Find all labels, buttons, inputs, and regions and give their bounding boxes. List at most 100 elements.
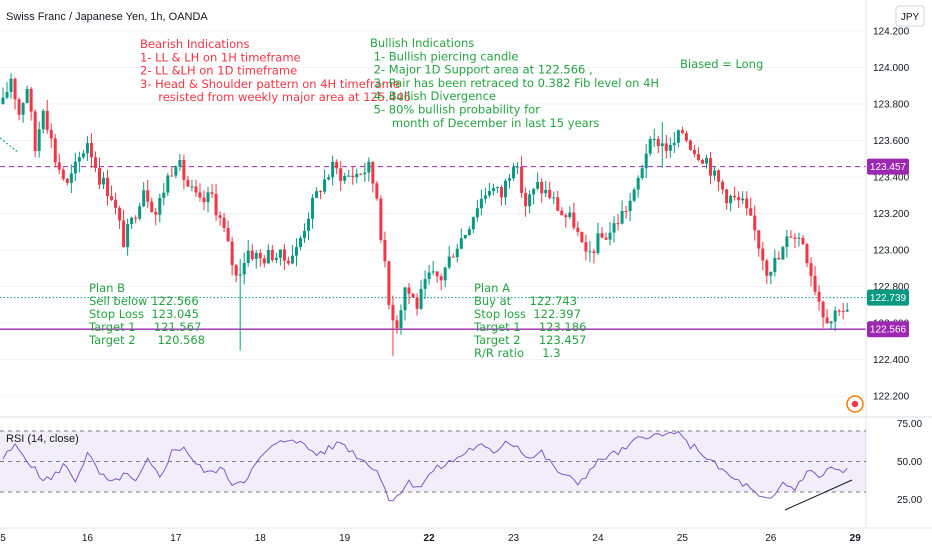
price-tag-label: 123.457 — [870, 162, 907, 173]
candle-body — [769, 272, 773, 276]
candle-body — [134, 217, 138, 219]
rsi-tick-label: 75.00 — [897, 419, 922, 430]
candle-body — [407, 287, 411, 294]
candle-body — [491, 188, 495, 192]
price-tick-label: 123.800 — [873, 100, 910, 111]
candle-body — [568, 212, 572, 218]
candle-body — [41, 110, 45, 130]
note-line: R/R ratio 1.3 — [474, 346, 561, 360]
time-tick-label: 5 — [0, 533, 6, 544]
horizontal-lines — [0, 166, 866, 330]
candle-body — [286, 260, 290, 264]
candle-body — [85, 143, 89, 154]
time-tick-label: 23 — [508, 533, 520, 544]
candle-body — [254, 252, 258, 260]
note-line: 4- Bullish Divergence — [370, 89, 496, 103]
candle-body — [636, 178, 640, 190]
candle-body — [560, 210, 564, 216]
candle-body — [45, 110, 49, 130]
candle-body — [65, 178, 69, 183]
rsi-tick-label: 25.00 — [897, 495, 922, 506]
candle-body — [126, 224, 130, 248]
candle-body — [274, 257, 278, 261]
candle-body — [580, 231, 584, 243]
candle-body — [411, 293, 415, 298]
candle-body — [512, 166, 516, 179]
candle-body — [737, 197, 741, 201]
time-tick-label: 26 — [765, 533, 777, 544]
candle-body — [628, 200, 632, 212]
candle-body — [97, 167, 101, 185]
candle-body — [427, 272, 431, 280]
candle-body — [106, 177, 110, 197]
candle-body — [680, 130, 684, 134]
candle-body — [270, 249, 274, 261]
candle-body — [692, 149, 696, 155]
candle-body — [532, 188, 536, 195]
candle-body — [789, 236, 793, 238]
candle-body — [624, 210, 628, 212]
candle-body — [588, 251, 592, 253]
note-line: Bearish Indications — [140, 37, 249, 51]
candle-body — [399, 310, 403, 329]
candle-body — [61, 169, 65, 179]
candle-body — [218, 215, 222, 218]
symbol-title[interactable]: Swiss Franc / Japanese Yen, 1h, OANDA — [6, 11, 208, 23]
candle-body — [616, 223, 620, 225]
time-tick-label: 19 — [339, 533, 351, 544]
price-axis-area[interactable] — [866, 0, 932, 550]
candle-body — [672, 142, 676, 145]
candle-body — [536, 182, 540, 189]
candle-body — [25, 89, 29, 104]
candle-body — [837, 310, 841, 312]
candle-body — [250, 250, 254, 260]
rsi-label[interactable]: RSI (14, close) — [6, 433, 79, 445]
candle-body — [821, 301, 825, 318]
candle-body — [315, 191, 319, 198]
candle-body — [13, 78, 17, 100]
candle-body — [1, 97, 5, 104]
candle-body — [644, 153, 648, 169]
candle-body — [640, 168, 644, 179]
price-tag — [867, 289, 909, 306]
price-tag-label: 122.566 — [870, 325, 907, 336]
candle-body — [158, 197, 162, 215]
candle-body — [282, 249, 286, 261]
candle-body — [391, 304, 395, 321]
candle-body — [339, 168, 343, 181]
candle-body — [278, 249, 282, 258]
candle-body — [463, 234, 467, 239]
bullish-indications-note: Bullish Indications 1- Bullish piercing … — [370, 36, 659, 130]
candle-body — [841, 311, 845, 313]
candle-body — [632, 189, 636, 201]
candle-body — [423, 279, 427, 289]
candle-body — [114, 199, 118, 208]
candlestick-series[interactable] — [1, 73, 849, 356]
candle-body — [294, 247, 298, 256]
candle-body — [222, 217, 226, 228]
candle-body — [761, 248, 765, 261]
candle-body — [584, 242, 588, 252]
price-tag — [867, 321, 909, 338]
candle-body — [319, 191, 323, 193]
candle-body — [729, 195, 733, 204]
note-line: 3- Head & Shoulder pattern on 4H timefra… — [140, 77, 400, 91]
candle-body — [688, 140, 692, 150]
note-line: Target 2 120.568 — [88, 333, 205, 347]
candle-body — [89, 143, 93, 158]
candle-body — [335, 161, 339, 169]
candle-body — [435, 271, 439, 277]
candle-body — [600, 233, 604, 238]
candle-body — [166, 175, 170, 193]
currency-badge[interactable] — [895, 5, 925, 27]
note-line: Stop Loss 123.045 — [89, 307, 199, 321]
candle-body — [676, 130, 680, 143]
candle-body — [648, 139, 652, 154]
currency-badge-label: JPY — [901, 12, 920, 23]
candle-body — [564, 215, 568, 218]
candle-body — [202, 197, 206, 203]
candle-body — [439, 276, 443, 281]
candle-body — [266, 249, 270, 264]
